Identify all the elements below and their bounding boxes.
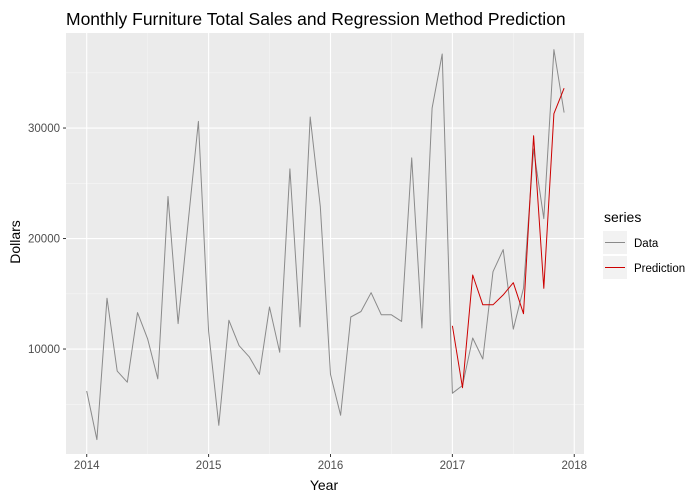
- x-axis-label: Year: [310, 477, 339, 493]
- x-axis: 2014 2015 2016 2017 2018: [74, 454, 587, 472]
- series-line-data: [86, 49, 565, 441]
- legend-label-data: Data: [634, 238, 659, 250]
- x-tick-label: 2015: [196, 460, 222, 472]
- minor-gridlines: [66, 33, 584, 454]
- legend-label-prediction: Prediction: [634, 263, 685, 275]
- legend: series Data Prediction: [603, 209, 685, 279]
- y-tick-label: 10000: [28, 344, 60, 356]
- plot-panel: [66, 33, 584, 454]
- y-tick-label: 30000: [28, 123, 60, 135]
- x-tick-label: 2014: [74, 460, 100, 472]
- legend-title: series: [604, 209, 641, 225]
- y-tick-label: 20000: [28, 234, 60, 246]
- x-tick-label: 2017: [440, 460, 466, 472]
- chart-title: Monthly Furniture Total Sales and Regres…: [66, 9, 566, 29]
- y-axis: 10000 20000 30000: [28, 123, 66, 356]
- x-tick-label: 2018: [561, 460, 587, 472]
- series-lines: [86, 49, 565, 441]
- x-tick-label: 2016: [318, 460, 344, 472]
- y-axis-label: Dollars: [7, 220, 23, 264]
- major-gridlines: [66, 33, 584, 454]
- series-line-prediction: [451, 88, 565, 389]
